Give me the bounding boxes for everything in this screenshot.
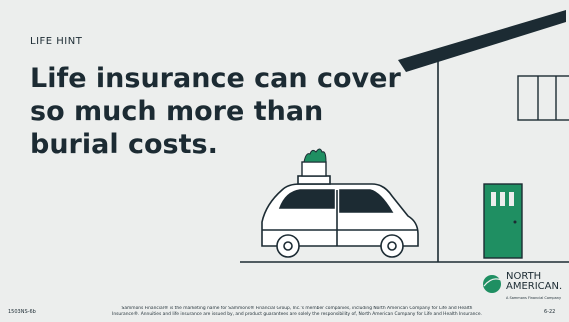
- logo-name: NORTH AMERICAN.: [506, 272, 562, 292]
- headline-line: so much more than: [30, 96, 324, 127]
- disclaimer: Sammons Financial® is the marketing name…: [62, 306, 532, 322]
- door-knob: [513, 220, 517, 224]
- logo: NORTH AMERICAN. A Sammons Financial Comp…: [480, 272, 566, 304]
- logo-line: AMERICAN.: [506, 281, 563, 292]
- logo-tagline: A Sammons Financial Company: [506, 296, 562, 300]
- roof: [398, 10, 566, 72]
- form-code: 1503NS-6b: [8, 309, 36, 315]
- plant: [301, 148, 327, 177]
- disclaimer-line: Insurance®. Annuities and life insurance…: [112, 312, 482, 317]
- date: 6-22: [544, 309, 556, 315]
- window: [517, 75, 569, 121]
- logo-line: NORTH: [506, 271, 542, 282]
- car: [261, 175, 419, 258]
- door-panes: [491, 192, 514, 206]
- logo-mark: [483, 275, 502, 293]
- kicker: LIFE HINT: [30, 36, 83, 47]
- disclaimer-line: Sammons Financial® is the marketing name…: [121, 306, 473, 311]
- headline: Life insurance can cover so much more th…: [30, 62, 401, 161]
- headline-line: Life insurance can cover: [30, 63, 401, 94]
- headline-line: burial costs.: [30, 129, 218, 160]
